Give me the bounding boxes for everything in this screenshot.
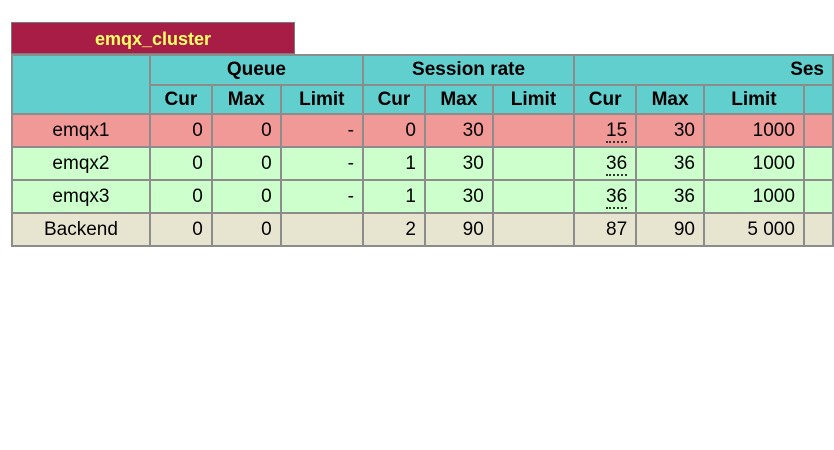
queue-limit: - — [279, 113, 364, 148]
queue-max: 0 — [210, 113, 282, 148]
sessions-limit-header: Limit — [702, 84, 805, 115]
queue-limit: - — [279, 179, 364, 214]
sessions-max: 36 — [635, 179, 705, 214]
sessions-max: 90 — [635, 212, 705, 247]
queue-cur: 0 — [148, 212, 213, 247]
queue-max: 0 — [210, 146, 282, 181]
stats-panel: emqx_cluster Queue Session rate Ses Cur — [11, 22, 834, 247]
rate-cur: 1 — [361, 146, 426, 181]
backend-name[interactable]: Backend — [11, 212, 151, 247]
header-group-row: Queue Session rate Ses — [11, 54, 834, 115]
server-row-emqx3: emqx3 0 0 - 1 30 36 36 1000 — [11, 179, 834, 214]
stats-table: Queue Session rate Ses Cur Max Limit Cur… — [11, 54, 834, 247]
rate-limit — [491, 179, 576, 214]
server-name[interactable]: emqx2 — [11, 146, 151, 181]
queue-cur: 0 — [148, 179, 213, 214]
queue-max-header: Max — [210, 84, 282, 115]
sessions-limit: 5 000 — [702, 212, 805, 247]
sessions-extra — [802, 146, 834, 181]
rate-cur-header: Cur — [361, 84, 426, 115]
sessions-cur: 87 — [573, 212, 638, 247]
rate-max: 90 — [423, 212, 494, 247]
queue-header: Queue — [148, 54, 364, 86]
queue-max: 0 — [210, 212, 282, 247]
sessions-cur-value[interactable]: 36 — [606, 152, 628, 176]
sessions-cur-header: Cur — [573, 84, 638, 115]
rate-limit — [491, 113, 576, 148]
queue-limit-header: Limit — [279, 84, 364, 115]
queue-limit: - — [279, 146, 364, 181]
queue-max: 0 — [210, 179, 282, 214]
backend-row: Backend 0 0 2 90 87 90 5 000 — [11, 212, 834, 247]
sessions-max: 36 — [635, 146, 705, 181]
sessions-cur-value[interactable]: 36 — [606, 185, 628, 209]
rate-limit-header: Limit — [491, 84, 576, 115]
proxy-title[interactable]: emqx_cluster — [11, 22, 295, 54]
sessions-limit: 1000 — [702, 113, 805, 148]
sessions-max: 30 — [635, 113, 705, 148]
rate-max: 30 — [423, 146, 494, 181]
queue-cur: 0 — [148, 113, 213, 148]
sessions-cur[interactable]: 36 — [573, 146, 638, 181]
rate-max-header: Max — [423, 84, 494, 115]
sessions-limit: 1000 — [702, 146, 805, 181]
name-header — [11, 54, 151, 115]
session-rate-header: Session rate — [361, 54, 576, 86]
rate-limit — [491, 146, 576, 181]
rate-max: 30 — [423, 179, 494, 214]
sessions-extra — [802, 179, 834, 214]
rate-cur: 1 — [361, 179, 426, 214]
sessions-extra-header — [802, 84, 834, 115]
sessions-limit: 1000 — [702, 179, 805, 214]
sessions-extra — [802, 113, 834, 148]
queue-limit — [279, 212, 364, 247]
rate-cur: 2 — [361, 212, 426, 247]
sessions-max-header: Max — [635, 84, 705, 115]
sessions-cur-value[interactable]: 15 — [606, 119, 628, 143]
server-row-emqx2: emqx2 0 0 - 1 30 36 36 1000 — [11, 146, 834, 181]
header-sub-row: Cur Max Limit Cur Max Limit Cur Max Limi… — [12, 84, 834, 115]
server-name[interactable]: emqx1 — [11, 113, 151, 148]
rate-max: 30 — [423, 113, 494, 148]
rate-limit — [491, 212, 576, 247]
server-name[interactable]: emqx3 — [11, 179, 151, 214]
sessions-extra — [802, 212, 834, 247]
server-row-emqx1: emqx1 0 0 - 0 30 15 30 1000 — [11, 113, 834, 148]
sessions-cur[interactable]: 15 — [573, 113, 638, 148]
sessions-cur[interactable]: 36 — [573, 179, 638, 214]
rate-cur: 0 — [361, 113, 426, 148]
queue-cur: 0 — [148, 146, 213, 181]
sessions-header: Ses — [573, 54, 834, 86]
queue-cur-header: Cur — [148, 84, 213, 115]
